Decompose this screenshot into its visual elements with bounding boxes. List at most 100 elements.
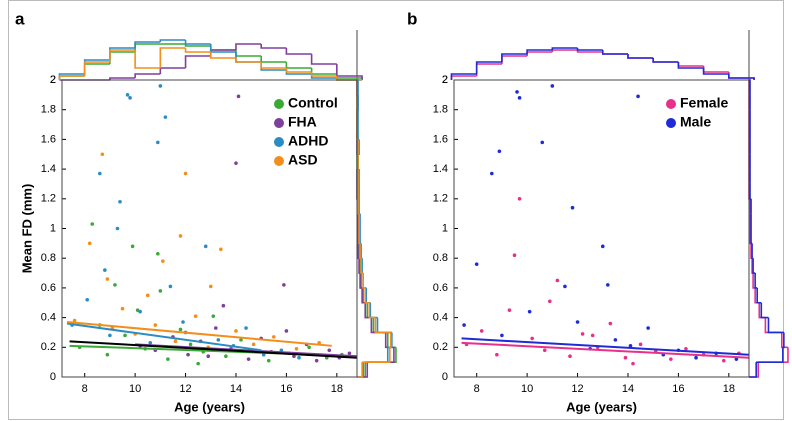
legend-marker <box>274 118 284 128</box>
y-tick-label: 0 <box>50 371 56 383</box>
scatter-point <box>90 222 95 226</box>
scatter-point <box>497 149 502 154</box>
scatter-point <box>148 341 153 345</box>
scatter-point <box>216 338 221 342</box>
right-histogram-step <box>360 243 363 259</box>
panel-label: a <box>15 9 25 28</box>
scatter-point <box>474 262 479 266</box>
right-histogram-step <box>389 332 392 349</box>
right-histogram-step <box>749 362 757 378</box>
y-tick-label: 1.2 <box>41 193 56 205</box>
x-tick-label: 14 <box>622 383 634 395</box>
scatter-point <box>555 278 560 283</box>
top-histogram-step <box>336 74 363 80</box>
scatter-point <box>694 355 698 360</box>
scatter-point <box>548 299 552 304</box>
top-histogram-step <box>501 55 528 64</box>
right-histogram-step <box>756 347 784 363</box>
right-histogram-step <box>360 258 364 274</box>
right-histogram-step <box>384 332 394 349</box>
right-histogram-step <box>364 287 370 304</box>
right-histogram-step <box>365 287 371 304</box>
right-histogram-step <box>374 317 391 334</box>
top-histogram-step <box>475 63 502 76</box>
top-histogram-step <box>627 54 654 59</box>
right-histogram-step <box>358 258 361 274</box>
right-histogram-step <box>760 302 769 319</box>
right-histogram-step <box>361 287 366 304</box>
top-histogram-step <box>551 47 578 50</box>
scatter-point <box>623 355 628 360</box>
right-histogram-step <box>749 183 752 200</box>
axes-frame <box>61 79 358 378</box>
scatter-point <box>479 329 484 333</box>
top-histogram-step <box>235 50 262 57</box>
scatter-point <box>530 336 534 341</box>
scatter-point <box>600 244 605 249</box>
scatter-point <box>206 354 211 359</box>
scatter-point <box>158 84 163 88</box>
top-histogram-step <box>260 56 287 63</box>
x-axis-label: Age (years) <box>566 399 637 414</box>
y-tick-label: 0.2 <box>433 341 448 353</box>
scatter-point <box>462 323 466 327</box>
x-tick-label: 10 <box>129 383 141 395</box>
top-histogram-step <box>285 62 312 69</box>
x-tick-label: 16 <box>280 383 292 395</box>
right-histogram-step <box>754 273 758 289</box>
y-tick-label: 0.6 <box>41 282 56 294</box>
y-tick-label: 2 <box>442 74 448 86</box>
y-tick-label: 0.2 <box>41 341 56 353</box>
x-tick-label: 12 <box>179 383 191 395</box>
right-histogram-step <box>363 347 389 363</box>
scatter-point <box>181 320 185 324</box>
scatter-point <box>115 226 120 231</box>
scatter-point <box>173 339 178 344</box>
scatter-point <box>563 284 567 289</box>
axes-frame <box>453 79 750 378</box>
top-histogram-step <box>58 75 85 80</box>
top-histogram-step <box>475 61 502 74</box>
scatter-point <box>297 355 301 360</box>
x-tick-label: 18 <box>331 383 343 395</box>
scatter-point <box>251 342 256 347</box>
y-tick-label: 1.4 <box>433 163 448 175</box>
scatter-point <box>203 244 208 249</box>
scatter-point <box>613 338 618 342</box>
scatter-point <box>208 284 213 289</box>
scatter-point <box>307 345 311 350</box>
fit-line <box>461 337 750 356</box>
top-histogram-step <box>184 55 211 68</box>
right-histogram-step <box>756 287 762 304</box>
right-histogram-step <box>358 228 361 245</box>
y-tick-label: 1.8 <box>433 104 448 116</box>
y-tick-label: 0.4 <box>41 312 56 324</box>
scatter-point <box>156 140 160 145</box>
scatter-point <box>246 357 251 361</box>
x-tick-label: 12 <box>571 383 583 395</box>
right-histogram-step <box>357 124 360 141</box>
top-histogram-step <box>702 68 729 75</box>
right-histogram-step <box>362 273 366 289</box>
scatter-point <box>542 348 547 353</box>
scatter-point <box>108 333 112 338</box>
scatter-point <box>211 314 216 318</box>
scatter-point <box>684 346 688 351</box>
scatter-point <box>266 358 271 363</box>
scatter-point <box>120 306 125 311</box>
scatter-point <box>105 277 110 281</box>
scatter-point <box>517 197 522 201</box>
y-tick-label: 0.8 <box>433 252 448 264</box>
scatter-point <box>87 241 92 246</box>
right-histogram-step <box>359 243 362 259</box>
scatter-point <box>638 342 643 347</box>
figure-frame <box>8 0 784 420</box>
scatter-point <box>193 314 198 318</box>
top-histogram-step <box>260 44 287 49</box>
y-tick-label: 1 <box>50 222 56 234</box>
top-histogram-step <box>576 48 603 51</box>
x-tick-label: 8 <box>474 383 480 395</box>
top-histogram-step <box>109 77 136 80</box>
scatter-point <box>646 326 650 330</box>
